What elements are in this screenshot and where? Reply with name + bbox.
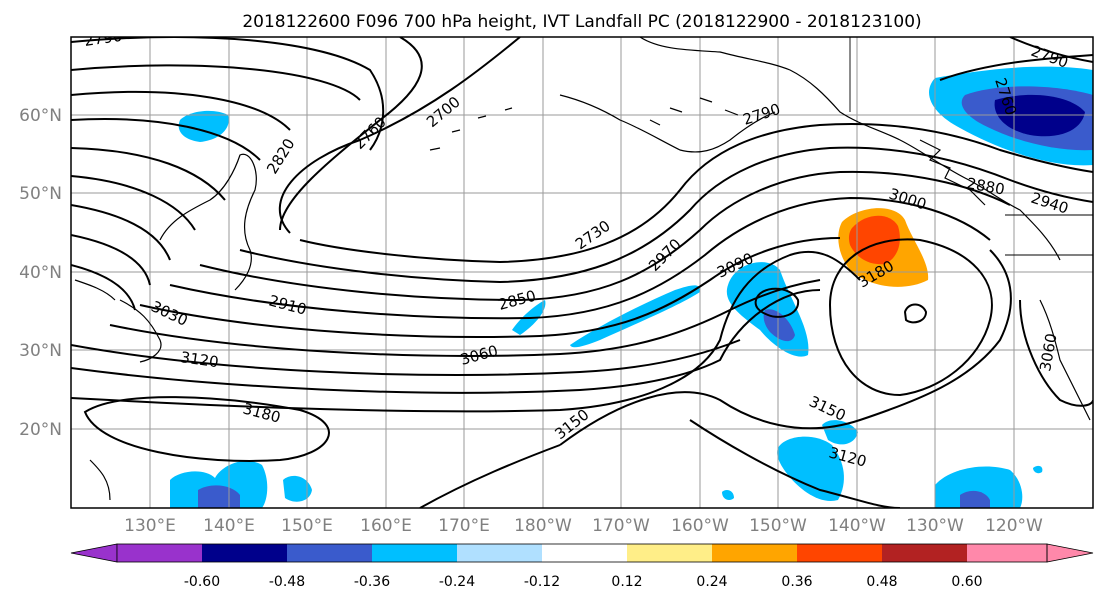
- shade-sw-small: [283, 475, 312, 502]
- shade-ne-navy: [994, 94, 1085, 137]
- figure-title: 2018122600 F096 700 hPa height, IVT Land…: [242, 12, 921, 32]
- colorbar-tick: -0.60: [184, 574, 220, 590]
- colorbar-tick: -0.36: [354, 574, 390, 590]
- colorbar-tick: -0.24: [439, 574, 475, 590]
- latitude-labels: 20°N 30°N 40°N 50°N 60°N: [19, 106, 62, 440]
- longitude-labels: 130°E 140°E 150°E 160°E 170°E 180°W 170°…: [124, 516, 1043, 536]
- shade-se-blue: [960, 490, 990, 508]
- colorbar-ticks: -0.60 -0.48 -0.36 -0.24 -0.12 0.12 0.24 …: [184, 574, 983, 590]
- contour-label: 3120: [179, 348, 219, 371]
- colorbar-bin: [542, 544, 627, 562]
- lat-label: 20°N: [19, 420, 62, 440]
- colorbar-tick: -0.48: [269, 574, 305, 590]
- colorbar-tick: 0.12: [611, 574, 642, 590]
- lon-label: 170°E: [438, 516, 490, 536]
- colorbar-tick: 0.24: [696, 574, 727, 590]
- colorbar-bin: [627, 544, 712, 562]
- colorbar: -0.60 -0.48 -0.36 -0.24 -0.12 0.12 0.24 …: [70, 543, 1094, 590]
- colorbar-bin: [202, 544, 287, 562]
- shade-se-cyan: [935, 466, 1023, 508]
- shade-tiny-1: [722, 490, 734, 500]
- colorbar-bin: [287, 544, 372, 562]
- lon-label: 150°W: [749, 516, 807, 536]
- colorbar-bin: [712, 544, 797, 562]
- colorbar-bin: [797, 544, 882, 562]
- height-contours: [71, 37, 1093, 508]
- colorbar-bin: [117, 544, 202, 562]
- lon-label: 180°W: [514, 516, 572, 536]
- shade-sw-cyan: [170, 460, 268, 508]
- lon-label: 130°E: [124, 516, 176, 536]
- lon-label: 160°E: [360, 516, 412, 536]
- lon-label: 170°W: [592, 516, 650, 536]
- shade-south-cyan: [777, 436, 844, 501]
- borders: [849, 37, 1093, 256]
- colorbar-outline: [116, 543, 1048, 563]
- colorbar-extend-low: [70, 543, 118, 563]
- lat-label: 40°N: [19, 263, 62, 283]
- shade-mid-cyan: [570, 285, 701, 348]
- lon-label: 150°E: [281, 516, 333, 536]
- lon-label: 130°W: [906, 516, 964, 536]
- lon-label: 140°W: [828, 516, 886, 536]
- colorbar-tick: -0.12: [524, 574, 560, 590]
- colorbar-tick: 0.36: [781, 574, 812, 590]
- colorbar-tick: 0.60: [951, 574, 982, 590]
- lon-label: 140°E: [203, 516, 255, 536]
- lat-label: 30°N: [19, 341, 62, 361]
- colorbar-bin: [457, 544, 542, 562]
- lat-label: 50°N: [19, 184, 62, 204]
- colorbar-bin: [967, 544, 1047, 562]
- colorbar-extend-high: [1046, 543, 1094, 563]
- colorbar-bin: [372, 544, 457, 562]
- map-border: [70, 36, 1094, 509]
- map-panel: 2790 2760 2700 2820 2790 2760 2790 2880 …: [19, 36, 1094, 536]
- lat-label: 60°N: [19, 106, 62, 126]
- shade-tiny-2: [1033, 465, 1043, 474]
- colorbar-tick: 0.48: [866, 574, 897, 590]
- lon-label: 120°W: [985, 516, 1043, 536]
- lon-label: 160°W: [671, 516, 729, 536]
- shade-orange-red: [848, 215, 900, 265]
- colorbar-bin: [882, 544, 967, 562]
